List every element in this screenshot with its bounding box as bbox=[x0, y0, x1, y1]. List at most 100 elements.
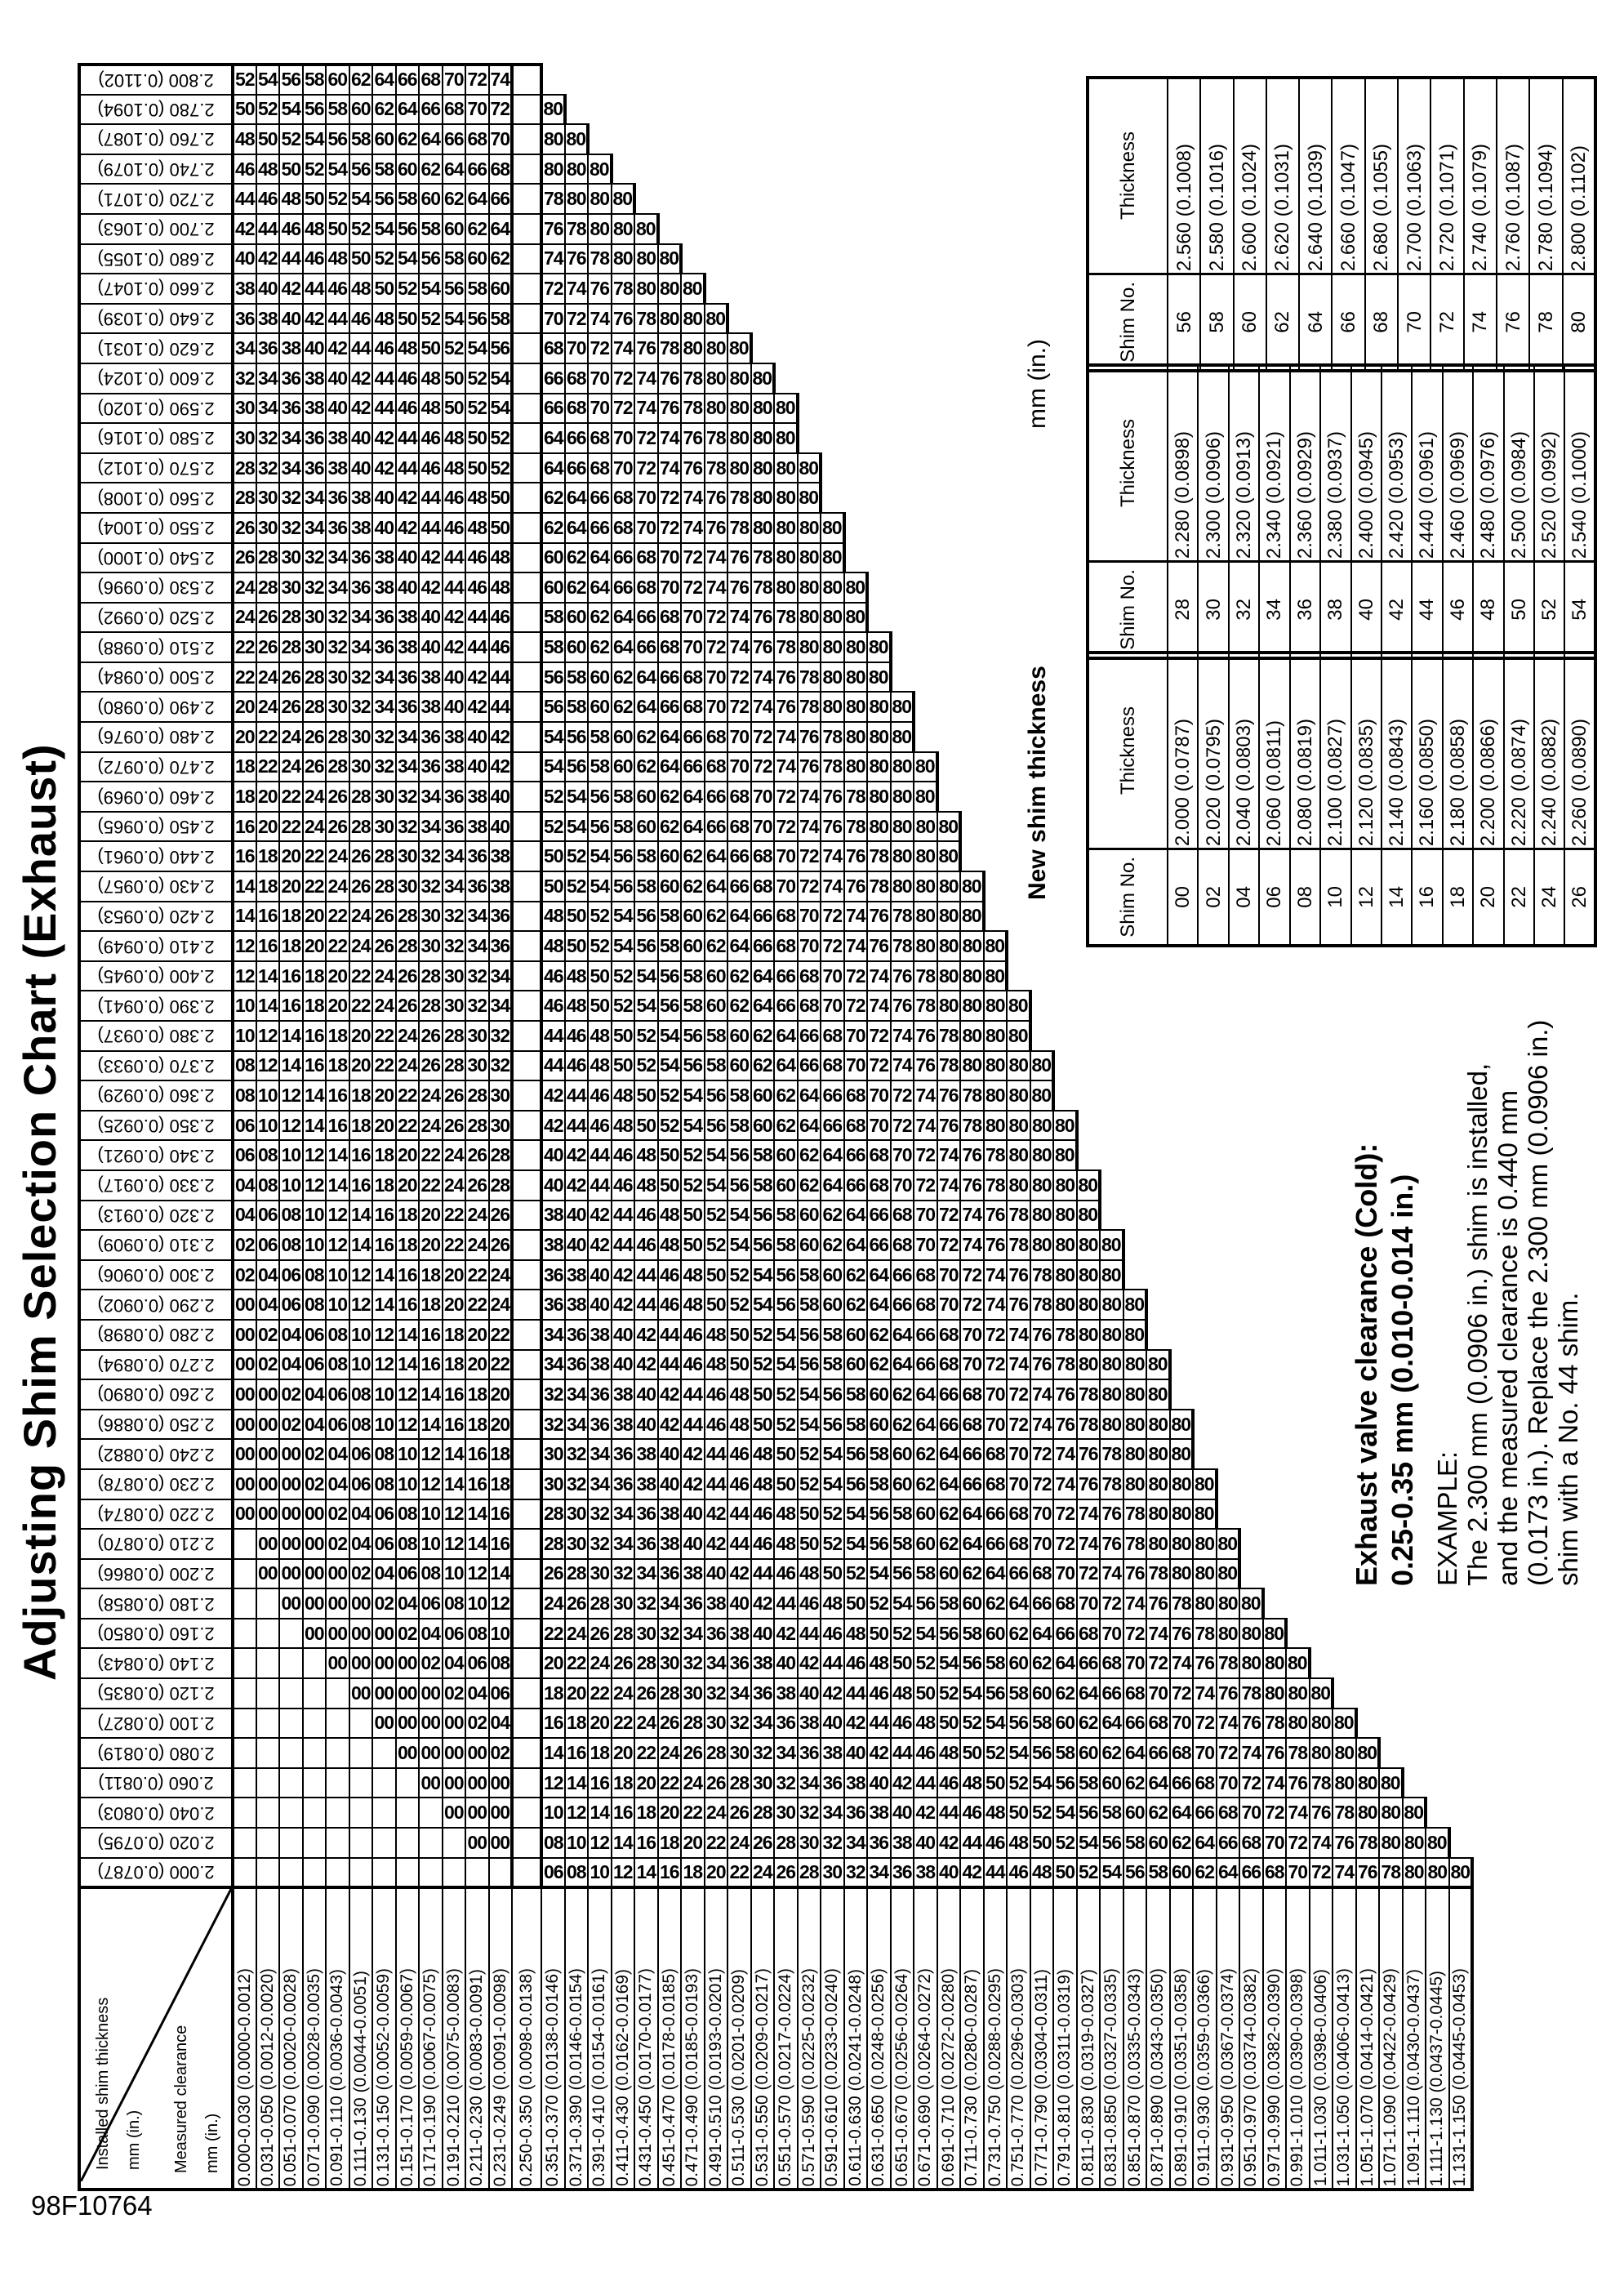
matrix-cell: 14 bbox=[465, 1498, 490, 1530]
matrix-cell: 80 bbox=[982, 1080, 1008, 1112]
thickness-value-text: 2.620 (0.1031) bbox=[1271, 143, 1294, 271]
matrix-row: 2.410 (0.0949) 12 16 18 20 22 24 26 28 30 32 34 36 48… bbox=[78, 930, 1472, 962]
matrix-cell: 56 bbox=[1052, 1766, 1078, 1799]
matrix-cell: 34 bbox=[394, 721, 420, 753]
matrix-cell: 48 bbox=[773, 1498, 799, 1530]
matrix-cell-ok-range bbox=[510, 1557, 543, 1590]
matrix-cell: 80 bbox=[913, 930, 938, 962]
clearance-label-text: 0.551-0.570 (0.0217-0.0224) bbox=[776, 1967, 795, 2187]
matrix-cell: 76 bbox=[773, 661, 799, 693]
measured-clearance-column-label: 0.411-0.430 (0.0162-0.0169) bbox=[610, 1886, 635, 2192]
matrix-cell: 48 bbox=[843, 1617, 868, 1650]
matrix-cell: 52 bbox=[301, 153, 327, 185]
matrix-cell: 18 bbox=[232, 781, 257, 813]
matrix-cell: 06 bbox=[372, 1528, 397, 1560]
matrix-cell-ok-range bbox=[510, 572, 543, 604]
matrix-cell: 38 bbox=[750, 1647, 775, 1680]
thickness-value-text: 2.640 (0.1039) bbox=[1304, 143, 1327, 271]
matrix-cell: 54 bbox=[866, 1557, 892, 1590]
matrix-cell-ok-range bbox=[510, 1259, 543, 1291]
matrix-cell: 60 bbox=[913, 1498, 938, 1530]
matrix-cell: 26 bbox=[541, 1557, 566, 1590]
matrix-cell: 72 bbox=[563, 302, 589, 335]
matrix-cell: 58 bbox=[889, 1498, 914, 1530]
matrix-cell: 48 bbox=[418, 392, 443, 425]
matrix-cell: 80 bbox=[1075, 1348, 1101, 1381]
matrix-cell: 50 bbox=[232, 93, 257, 126]
matrix-cell-blank bbox=[394, 1766, 420, 1799]
matrix-cell: 42 bbox=[348, 392, 373, 425]
matrix-cell-ok-range bbox=[510, 63, 543, 96]
matrix-cell: 24 bbox=[394, 1020, 420, 1052]
matrix-cell: 70 bbox=[656, 541, 682, 574]
matrix-cell-ok-range bbox=[510, 930, 543, 962]
matrix-cell: 10 bbox=[301, 1199, 327, 1232]
matrix-cell: 34 bbox=[441, 840, 466, 873]
matrix-cell: 54 bbox=[656, 1049, 682, 1082]
matrix-cell: 48 bbox=[325, 243, 350, 275]
matrix-cell: 80 bbox=[634, 212, 660, 245]
matrix-cell: 42 bbox=[750, 1588, 775, 1619]
matrix-cell: 22 bbox=[465, 1289, 490, 1321]
matrix-cell: 62 bbox=[1006, 1617, 1031, 1650]
matrix-cell: 80 bbox=[703, 362, 728, 394]
matrix-cell: 20 bbox=[301, 900, 327, 933]
matrix-cell: 30 bbox=[441, 990, 466, 1022]
matrix-cell: 80 bbox=[1099, 1348, 1124, 1381]
clearance-label-text: 0.131-0.150 (0.0052-0.0059) bbox=[374, 1967, 394, 2187]
matrix-cell: 06 bbox=[418, 1588, 443, 1619]
matrix-cell: 50 bbox=[773, 1468, 799, 1500]
matrix-cell: 06 bbox=[487, 1677, 513, 1709]
matrix-cell-blank bbox=[348, 1766, 373, 1799]
matrix-cell: 70 bbox=[1215, 1766, 1240, 1799]
matrix-cell: 40 bbox=[441, 661, 466, 693]
matrix-row: 2.140 (0.0843) 00 00 00 00 02 04 06 08 20 22 24 26 28… bbox=[78, 1647, 1472, 1680]
matrix-cell: 30 bbox=[750, 1766, 775, 1799]
matrix-cell: 74 bbox=[727, 631, 752, 663]
matrix-cell: 80 bbox=[1215, 1557, 1241, 1590]
matrix-cell: 80 bbox=[773, 482, 799, 514]
matrix-cell: 42 bbox=[418, 572, 443, 604]
matrix-cell: 30 bbox=[727, 1737, 752, 1769]
matrix-cell: 36 bbox=[680, 1588, 705, 1619]
matrix-cell: 58 bbox=[348, 123, 373, 155]
matrix-cell: 12 bbox=[255, 1020, 280, 1052]
matrix-cell: 76 bbox=[1168, 1617, 1194, 1650]
matrix-cell: 54 bbox=[680, 1109, 705, 1142]
matrix-cell: 28 bbox=[348, 810, 373, 843]
matrix-row: 2.680 (0.1055) 40 42 44 46 48 50 52 54 56 58 60 62 74… bbox=[78, 243, 1472, 275]
matrix-cell: 60 bbox=[750, 1080, 775, 1112]
matrix-cell: 22 bbox=[656, 1766, 682, 1799]
matrix-cell: 48 bbox=[587, 1020, 612, 1052]
matrix-cell: 68 bbox=[820, 1049, 845, 1082]
matrix-cell: 56 bbox=[680, 1020, 705, 1052]
matrix-cell: 40 bbox=[372, 511, 397, 544]
matrix-cell: 62 bbox=[727, 990, 752, 1022]
matrix-cell: 76 bbox=[1261, 1737, 1287, 1769]
clearance-label-text: 0.771-0.790 (0.0304-0.0311) bbox=[1031, 1969, 1051, 2187]
new-shim-thickness-value: 2.080 (0.0819) bbox=[1288, 652, 1322, 850]
clearance-label-text: 0.171-0.190 (0.0067-0.0075) bbox=[420, 1967, 440, 2187]
matrix-cell: 10 bbox=[255, 1109, 280, 1142]
thickness-value-text: 2.380 (0.0937) bbox=[1324, 430, 1347, 559]
matrix-cell: 58 bbox=[796, 1289, 821, 1321]
thickness-value-text: 2.300 (0.0906) bbox=[1202, 430, 1225, 559]
matrix-cell: 40 bbox=[773, 1647, 799, 1680]
matrix-cell: 22 bbox=[372, 1049, 397, 1082]
new-shim-thickness-value: 2.320 (0.0913) bbox=[1227, 364, 1261, 563]
matrix-cell: 30 bbox=[465, 1049, 490, 1082]
matrix-cell-blank bbox=[232, 1677, 257, 1709]
matrix-cell: 50 bbox=[936, 1707, 961, 1740]
new-shim-number-value: 18 bbox=[1441, 848, 1475, 947]
matrix-cell: 52 bbox=[610, 960, 635, 992]
matrix-cell: 52 bbox=[750, 1348, 775, 1381]
matrix-row: 2.020 (0.0795) 00 00 08 10 12 14 16 18 20 22 24 26 28… bbox=[78, 1827, 1472, 1859]
matrix-cell: 50 bbox=[703, 1289, 728, 1321]
matrix-cell: 52 bbox=[773, 1408, 799, 1441]
matrix-cell: 78 bbox=[843, 810, 868, 843]
matrix-cell: 54 bbox=[727, 1229, 752, 1261]
matrix-cell: 74 bbox=[1308, 1827, 1333, 1859]
matrix-cell: 54 bbox=[889, 1588, 914, 1619]
shim-no-value-text: 08 bbox=[1293, 886, 1316, 908]
measured-clearance-label: Measured clearance mm (in.) bbox=[172, 2025, 221, 2174]
